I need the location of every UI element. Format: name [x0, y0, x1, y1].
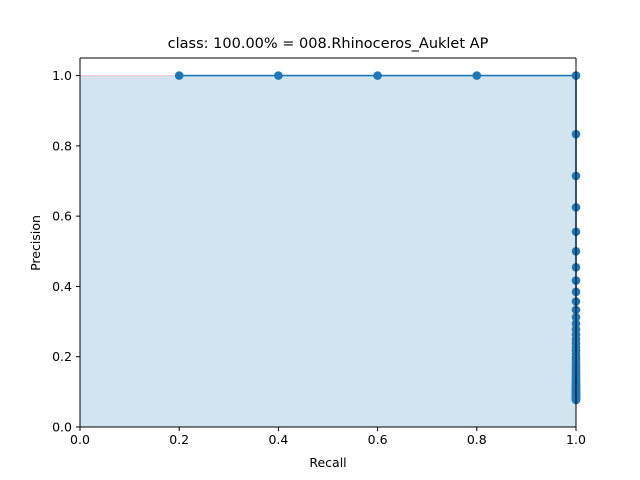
chart-title: class: 100.00% = 008.Rhinoceros_Auklet A… [168, 36, 489, 52]
x-tick-label: 0.0 [70, 432, 90, 447]
y-tick-label: 0.6 [52, 209, 72, 224]
area-under-curve-layer [79, 75, 577, 428]
data-point [472, 71, 482, 80]
data-point [274, 71, 283, 80]
data-point [373, 71, 382, 80]
y-axis-label: Precision [28, 215, 43, 271]
x-tick-label: 0.6 [368, 432, 388, 447]
axes-frame [79, 57, 577, 428]
y-tick-label: 0.2 [52, 349, 72, 364]
x-axis-label: Recall [309, 455, 346, 470]
y-axis-ticks: 0.0 0.2 0.4 0.6 0.8 1.0 [52, 68, 80, 435]
y-tick-label: 0.4 [52, 279, 72, 294]
data-point [174, 71, 184, 80]
x-tick-label: 0.8 [467, 432, 487, 447]
x-tick-label: 1.0 [566, 432, 586, 447]
x-tick-label: 0.2 [169, 432, 189, 447]
area-fill [80, 75, 576, 428]
x-axis-ticks: 0.0 0.2 0.4 0.6 0.8 1.0 [70, 427, 586, 447]
y-tick-label: 0.8 [52, 138, 72, 153]
y-tick-label: 0.0 [52, 420, 72, 435]
y-tick-label: 1.0 [52, 68, 72, 83]
x-tick-label: 0.4 [268, 432, 288, 447]
